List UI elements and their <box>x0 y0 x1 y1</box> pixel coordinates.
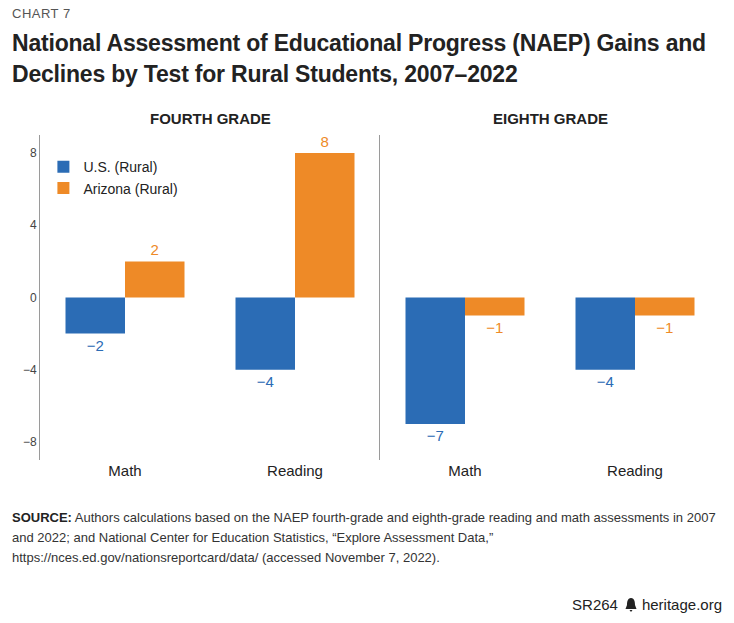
html-text:CHART 7: CHART 7 <box>12 6 71 21</box>
svg-text:U.S. (Rural): U.S. (Rural) <box>83 159 157 175</box>
html-text:SR264: SR264 <box>572 596 618 613</box>
svg-text:−4: −4 <box>597 373 614 390</box>
svg-text:−1: −1 <box>486 319 503 336</box>
svg-text:−7: −7 <box>427 427 444 444</box>
svg-text:2: 2 <box>151 241 159 258</box>
html-text:SOURCE: Authors calculations b: SOURCE: Authors calculations based on th… <box>12 510 716 565</box>
svg-text:0: 0 <box>30 291 37 305</box>
svg-text:Arizona (Rural): Arizona (Rural) <box>83 181 177 197</box>
svg-text:−4: −4 <box>23 363 37 377</box>
svg-text:EIGHTH GRADE: EIGHTH GRADE <box>493 110 608 127</box>
svg-text:−8: −8 <box>23 435 37 449</box>
svg-text:Reading: Reading <box>267 462 323 479</box>
svg-text:Math: Math <box>448 462 481 479</box>
svg-text:4: 4 <box>30 218 37 232</box>
svg-text:8: 8 <box>321 133 329 150</box>
html-text:National Assessment of Educati: National Assessment of Educational Progr… <box>12 30 706 87</box>
svg-text:FOURTH GRADE: FOURTH GRADE <box>150 110 271 127</box>
svg-text:Math: Math <box>108 462 141 479</box>
svg-text:Reading: Reading <box>607 462 663 479</box>
svg-text:−2: −2 <box>87 337 104 354</box>
svg-text:−1: −1 <box>656 319 673 336</box>
svg-text:8: 8 <box>30 146 37 160</box>
svg-text:−4: −4 <box>257 373 274 390</box>
html-text:heritage.org: heritage.org <box>641 596 722 613</box>
